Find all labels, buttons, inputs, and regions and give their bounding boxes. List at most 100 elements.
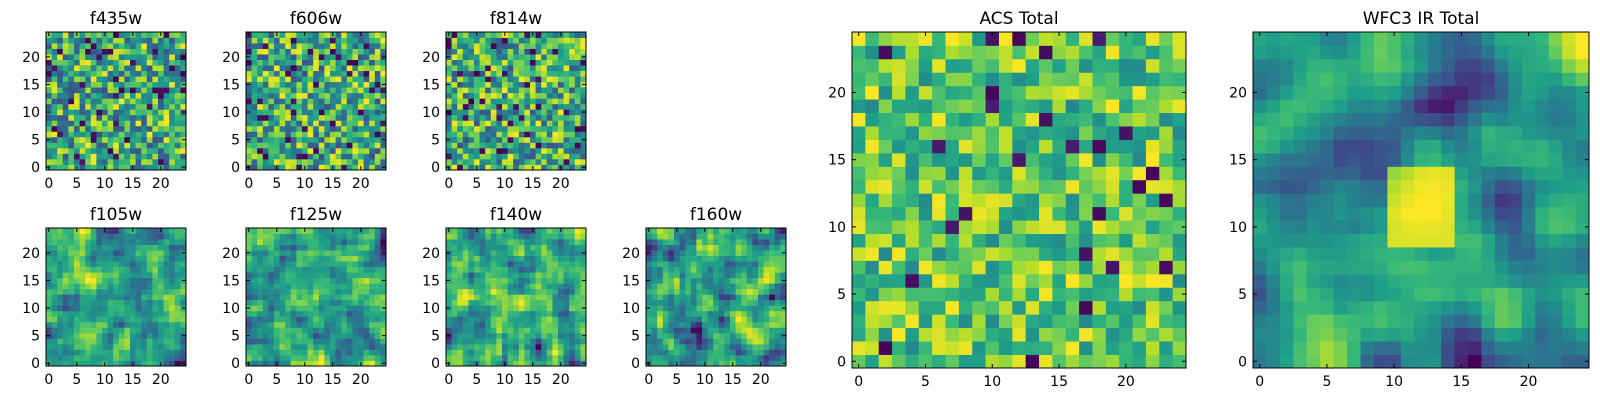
heatmap-cell (474, 103, 480, 110)
heatmap-cell (707, 338, 714, 345)
heatmap-cell (474, 327, 480, 334)
heatmap-cell (102, 288, 108, 295)
heatmap-cell (79, 255, 86, 262)
heatmap-cell (496, 233, 503, 240)
heatmap-cell (330, 277, 336, 284)
heatmap-cell (513, 349, 520, 356)
heatmap-cell (1012, 354, 1027, 369)
heatmap-cell (474, 338, 480, 345)
heatmap-cell (563, 283, 570, 290)
heatmap-cell (774, 338, 781, 345)
heatmap-cell (369, 70, 376, 77)
heatmap-cell (518, 109, 525, 116)
heatmap-cell (485, 109, 492, 116)
heatmap-cell (518, 32, 525, 38)
heatmap-cell (274, 239, 280, 245)
heatmap-cell (651, 299, 658, 306)
heatmap-cell (674, 316, 680, 323)
heatmap-cell (490, 153, 497, 160)
heatmap-cell (363, 43, 370, 49)
heatmap-cell (535, 70, 542, 77)
heatmap-cell (457, 239, 464, 245)
heatmap-cells (446, 32, 587, 171)
heatmap-cell (107, 332, 114, 339)
heatmap-cell (541, 92, 548, 99)
heatmap-cell (79, 153, 86, 160)
heatmap-cell (363, 321, 370, 328)
heatmap-cell (330, 131, 336, 138)
heatmap-cell (552, 109, 559, 116)
heatmap-cell (1012, 314, 1027, 329)
heatmap-cell (279, 316, 286, 323)
heatmap-cell (113, 239, 120, 245)
heatmap-cell (985, 300, 1000, 315)
heatmap-cell (130, 250, 136, 256)
heatmap-cell (346, 136, 353, 143)
x-tick-label: 15 (524, 176, 542, 192)
heatmap-cell (713, 327, 720, 334)
heatmap-cell (335, 164, 342, 171)
heatmap-cell (657, 288, 664, 295)
heatmap-cell (163, 142, 170, 149)
heatmap-cell (274, 272, 280, 279)
heatmap-cell (369, 305, 376, 312)
heatmap-cell (696, 310, 703, 317)
heatmap-cell (374, 343, 381, 350)
heatmap-cell (313, 343, 320, 350)
heatmap-cell (852, 220, 866, 234)
heatmap-cell (657, 272, 664, 279)
heatmap-cell (713, 321, 720, 328)
heatmap-cell (79, 283, 86, 290)
heatmap-cell (446, 98, 452, 105)
heatmap-cell (180, 70, 187, 77)
heatmap-cell (502, 294, 508, 301)
heatmap-cell (146, 343, 153, 350)
x-tick-label: 15 (524, 372, 542, 388)
heatmap-cell (290, 250, 297, 256)
heatmap-cell (707, 343, 714, 350)
heatmap-cell (468, 360, 475, 367)
heatmap-cell (496, 153, 503, 160)
heatmap-cell (296, 343, 303, 350)
heatmap-cell (169, 54, 176, 60)
heatmap-cell (318, 92, 325, 99)
heatmap-cell (363, 48, 370, 55)
heatmap-cell (330, 142, 336, 149)
heatmap-cell (541, 299, 548, 306)
heatmap-cell (574, 48, 581, 55)
heatmap-cell (1025, 314, 1040, 329)
heatmap-cell (285, 250, 292, 256)
heatmap-cell (752, 305, 759, 312)
heatmap-cell (507, 283, 514, 290)
heatmap-cell (141, 277, 148, 284)
heatmap-cell (62, 283, 69, 290)
heatmap-cell (51, 250, 58, 256)
heatmap-cell (558, 294, 564, 301)
heatmap-cell (369, 354, 376, 361)
heatmap-cell (274, 299, 280, 306)
heatmap-cell (374, 65, 381, 72)
heatmap-cell (552, 87, 559, 94)
heatmap-cell (905, 354, 920, 369)
heatmap-cell (352, 360, 359, 367)
heatmap-cell (68, 65, 75, 72)
heatmap-cell (662, 233, 669, 240)
heatmap-cell (972, 247, 986, 261)
heatmap-cell (651, 354, 658, 361)
heatmap-cell (262, 338, 269, 345)
heatmap-cell (479, 299, 486, 306)
heatmap-cell (580, 343, 587, 350)
heatmap-cell (774, 360, 781, 367)
heatmap-cell (1052, 273, 1067, 288)
heatmap-cell (546, 103, 553, 110)
heatmap-cell (158, 310, 164, 317)
heatmap-cell (651, 250, 658, 256)
heatmap-cell (507, 114, 514, 121)
heatmap-cell (102, 87, 108, 94)
heatmap-cell (335, 109, 342, 116)
heatmap-cell (507, 228, 514, 234)
heatmap-cell (130, 332, 136, 339)
heatmap-cell (102, 316, 108, 323)
heatmap-cell (163, 327, 170, 334)
